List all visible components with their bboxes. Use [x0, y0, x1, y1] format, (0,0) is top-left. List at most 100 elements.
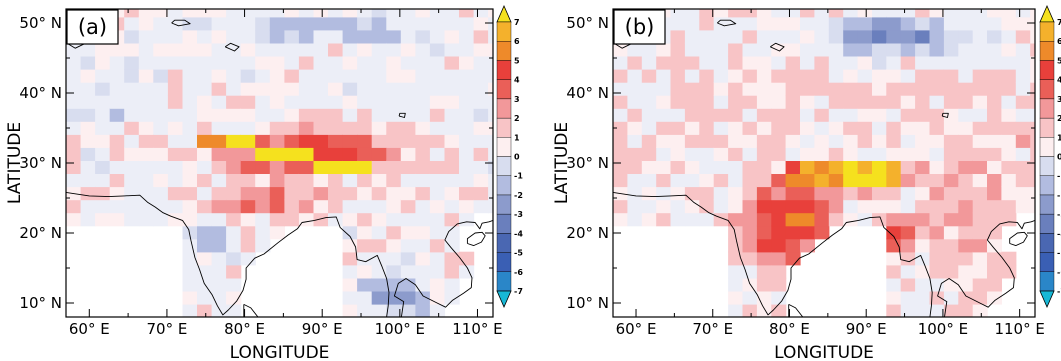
data-cell [857, 173, 873, 188]
data-cell [713, 82, 729, 96]
data-cell [929, 42, 945, 57]
data-cell [958, 42, 974, 57]
data-cell [415, 29, 431, 44]
data-cell [771, 160, 787, 174]
data-cell [167, 69, 184, 83]
data-cell [684, 9, 700, 18]
data-cell [226, 82, 242, 96]
data-cell [684, 16, 700, 31]
data-cell [138, 212, 154, 227]
data-cell [958, 95, 974, 109]
data-cell [357, 16, 373, 31]
data-cell [814, 147, 830, 161]
data-cell [814, 9, 830, 18]
data-cell [872, 186, 887, 201]
data-cell [386, 29, 402, 44]
data-cell [328, 134, 344, 148]
data-cell [915, 173, 931, 188]
data-cell [742, 95, 758, 109]
data-cell [109, 95, 125, 109]
data-cell [670, 212, 686, 227]
data-cell [742, 55, 758, 70]
data-cell [124, 186, 140, 201]
x-tick-label: 100° E [918, 320, 968, 338]
data-cell [473, 95, 489, 109]
data-cell [843, 186, 859, 201]
data-cell [167, 160, 184, 174]
data-cell [843, 42, 859, 57]
data-cell [756, 212, 772, 227]
data-cell [684, 186, 700, 201]
data-cell [415, 264, 431, 279]
data-cell [240, 29, 256, 44]
data-cell [211, 134, 227, 148]
data-cell [972, 55, 988, 70]
data-cell [284, 199, 300, 214]
data-cell [1001, 160, 1017, 174]
data-cell [298, 199, 315, 214]
data-cell [226, 69, 242, 83]
colorbar-bottom-arrow [1039, 290, 1055, 308]
data-cell [459, 9, 475, 18]
data-cell [357, 225, 373, 240]
data-cell [66, 134, 82, 148]
colorbar-tick-label: 2 [1057, 114, 1061, 123]
data-cell [1001, 134, 1017, 148]
data-cell [756, 95, 772, 109]
data-cell [958, 303, 974, 317]
data-cell [298, 134, 315, 148]
data-cell [1030, 69, 1035, 83]
data-cell [284, 212, 300, 227]
data-cell [240, 134, 256, 148]
data-cell [255, 69, 271, 83]
data-cell [226, 186, 242, 201]
data-cell [415, 225, 431, 240]
data-cell [80, 186, 96, 201]
data-cell [400, 238, 416, 253]
data-cell [240, 69, 256, 83]
colorbar: 7 6 5 4 3 2 1 0 -1 -2 -3 -4 -5 -6 -7 [496, 5, 523, 308]
data-cell [459, 16, 475, 31]
data-cell [444, 42, 460, 57]
data-cell [900, 303, 916, 317]
colorbar-segment [496, 137, 512, 157]
data-cell [488, 55, 493, 70]
data-cell [167, 95, 184, 109]
data-cell [473, 55, 489, 70]
data-cell [226, 9, 242, 18]
data-cell [211, 264, 227, 279]
colorbar-tick-label: 7 [514, 18, 520, 27]
data-cell [473, 121, 489, 135]
data-cell [197, 134, 213, 148]
data-cell [269, 29, 285, 44]
data-cell [429, 134, 446, 148]
data-cell [211, 199, 227, 214]
coastline [243, 303, 259, 317]
data-cell [415, 303, 431, 317]
colorbar-tick-label: 2 [514, 114, 520, 123]
data-cell [1015, 16, 1031, 31]
data-cell [255, 225, 271, 240]
data-cell [284, 108, 300, 122]
data-cell [66, 82, 82, 96]
data-cell [915, 134, 931, 148]
data-cell [342, 134, 358, 148]
data-cell [371, 42, 387, 57]
data-cell [1001, 69, 1017, 83]
data-cell [958, 160, 974, 174]
data-cell [699, 199, 715, 214]
data-cell [699, 212, 715, 227]
data-cell [656, 199, 672, 214]
data-cell [66, 42, 82, 57]
data-cell [153, 134, 169, 148]
data-cell [488, 42, 493, 57]
data-cell [342, 82, 358, 96]
data-cell [915, 42, 931, 57]
data-cell [972, 95, 988, 109]
data-cell [713, 121, 729, 135]
data-cell [80, 199, 96, 214]
data-cell [800, 173, 815, 188]
data-cell [958, 69, 974, 83]
data-cell [255, 108, 271, 122]
data-cell [929, 108, 945, 122]
